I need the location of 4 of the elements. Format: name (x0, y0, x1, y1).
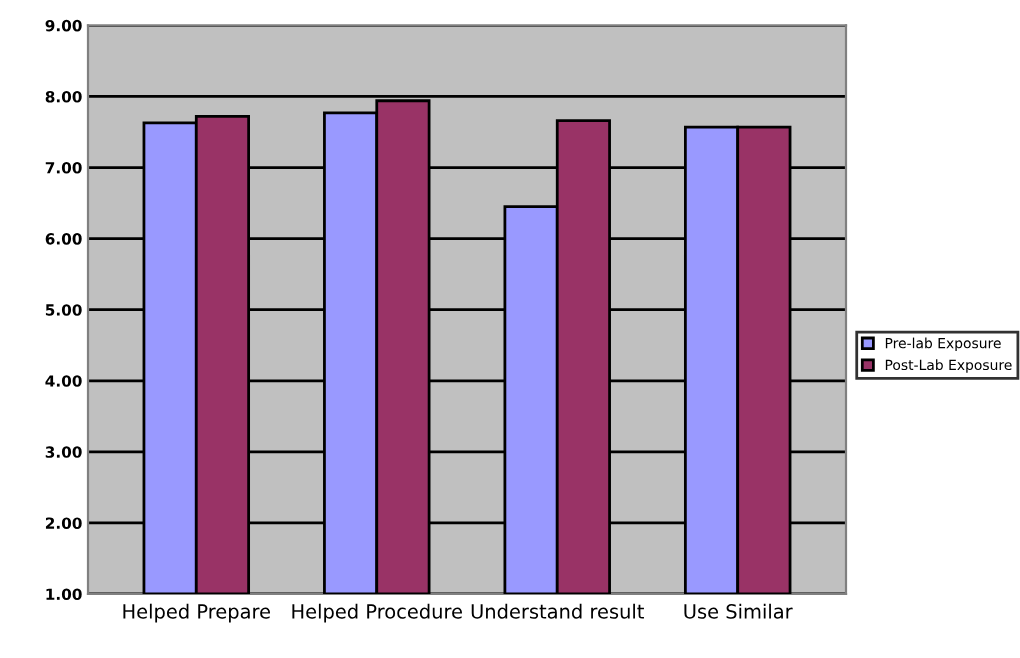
x-tick-label: Understand result (471, 603, 644, 619)
x-tick-label: Helped Procedure (292, 603, 462, 623)
x-tick-label: Use Similar (684, 603, 793, 619)
x-tick-label: Helped Prepare (123, 603, 270, 623)
